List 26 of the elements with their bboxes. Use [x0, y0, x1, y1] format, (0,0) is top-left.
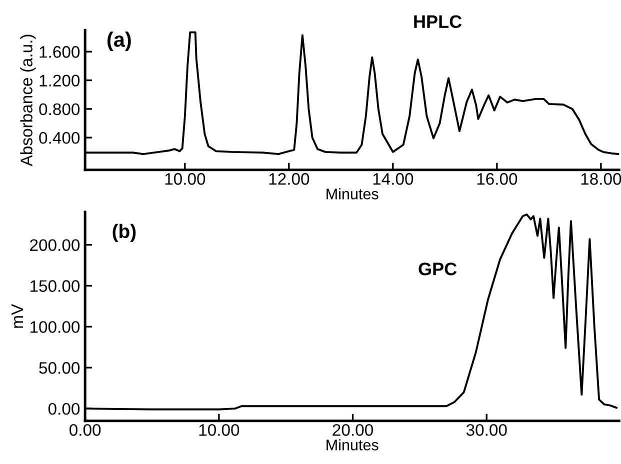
- text: HPLC: [414, 15, 462, 28]
- y-tick-label: 0.00: [48, 402, 80, 415]
- y-tick-label: 50.00: [39, 362, 80, 374]
- x-tick-label: 10.00: [165, 173, 206, 185]
- x-axis-title: Minutes: [326, 188, 378, 200]
- x-tick-label: 10.00: [199, 424, 240, 436]
- y-tick-label: 0.400: [39, 132, 80, 144]
- y-tick-label: 200.00: [30, 239, 80, 252]
- y-axis-title: Absorbance (a.u.): [20, 34, 36, 166]
- x-tick-label: 18.00: [581, 173, 621, 185]
- x-tick-label: 0.00: [70, 424, 101, 436]
- y-tick-label: 0.800: [39, 103, 80, 116]
- x-tick-label: 30.00: [466, 424, 507, 436]
- y-tick-label: 150.00: [30, 280, 80, 292]
- x-axis-title: Minutes: [326, 439, 378, 450]
- annotation: GPC: [418, 262, 457, 276]
- x-tick-label: 12.00: [269, 173, 310, 185]
- y-axis-title: mV: [12, 304, 24, 328]
- y-tick-label: 1.600: [40, 46, 80, 58]
- annotation: (b): [112, 224, 136, 242]
- y-tick-label: 100.00: [30, 321, 80, 333]
- x-tick-label: 14.00: [373, 173, 414, 185]
- x-tick-label: 16.00: [477, 173, 518, 185]
- annotation: (a): [107, 32, 131, 52]
- y-tick-label: 1.200: [40, 74, 80, 86]
- x-tick-label: 20.00: [332, 424, 373, 436]
